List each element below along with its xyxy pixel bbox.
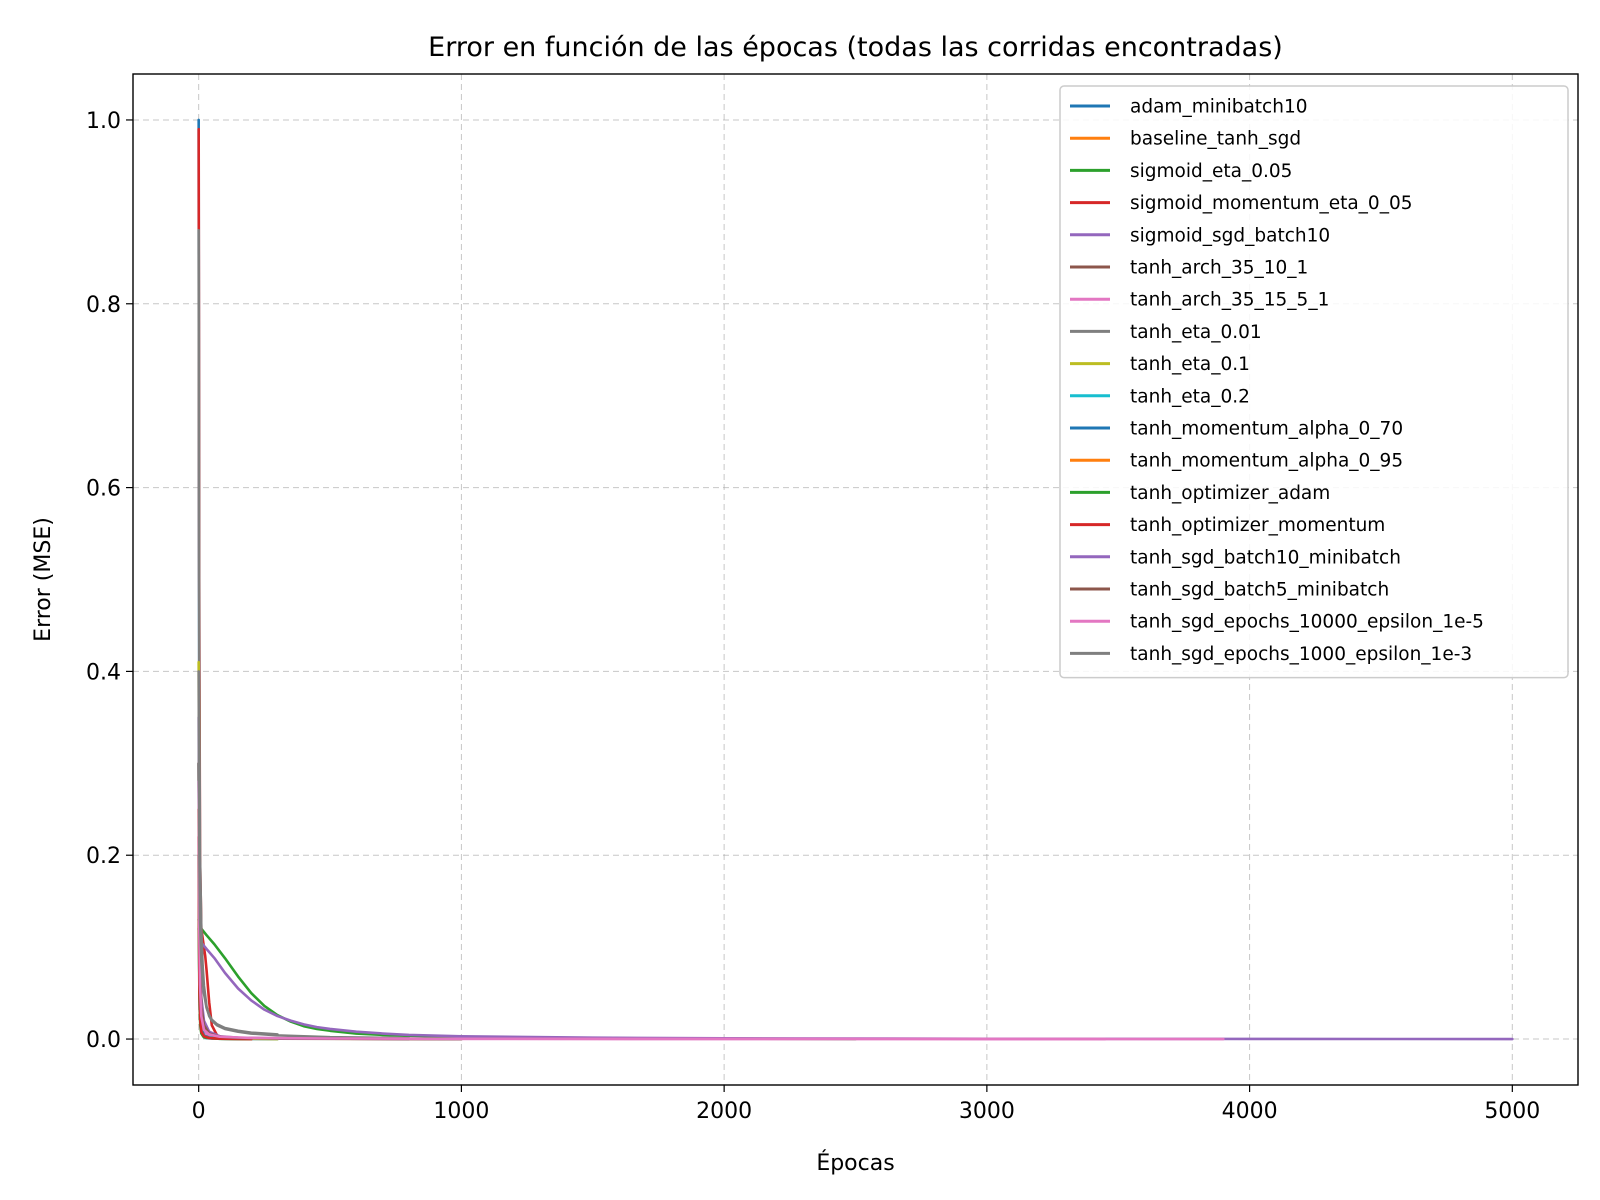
- legend-label: tanh_sgd_batch5_minibatch: [1130, 580, 1389, 601]
- legend-label: tanh_eta_0.1: [1130, 354, 1250, 375]
- series-line-tanh-sgd-epochs-1000-epsilon-1e-3: [197, 670, 279, 1036]
- series-line-tanh-arch-35-15-5-1: [197, 762, 1225, 1041]
- legend-label: sigmoid_eta_0.05: [1130, 161, 1292, 182]
- x-tick-label: 3000: [959, 1099, 1015, 1124]
- series-line-adam-minibatch10: [197, 118, 279, 1041]
- y-axis-label: Error (MSE): [31, 517, 56, 642]
- y-tick-label: 0.2: [86, 844, 121, 869]
- legend-label: tanh_sgd_batch10_minibatch: [1130, 547, 1401, 568]
- series-line-tanh-arch-35-10-1: [197, 807, 411, 1041]
- x-tick-label: 1000: [433, 1099, 489, 1124]
- legend-box: [1059, 85, 1569, 679]
- legend-label: sigmoid_momentum_eta_0_05: [1130, 193, 1413, 214]
- plot-frame: [132, 73, 1579, 1086]
- tick-layer: 0 1000 2000 3000 4000 5000 0.0 0.2 0.4 0.6 0.8 1.0: [86, 109, 1540, 1124]
- series-line-sigmoid-sgd-batch10: [197, 927, 1514, 1041]
- legend-label: tanh_arch_35_10_1: [1130, 258, 1308, 279]
- y-tick-label: 0.6: [86, 477, 121, 502]
- legend-label: tanh_sgd_epochs_1000_epsilon_1e-3: [1130, 644, 1472, 665]
- chart-title: Error en función de las épocas (todas la…: [428, 32, 1283, 63]
- legend-label: adam_minibatch10: [1130, 97, 1307, 118]
- series-line-sigmoid-momentum-eta-0-05: [197, 127, 253, 1041]
- y-tick-label: 1.0: [86, 109, 121, 134]
- y-tick-label: 0.4: [86, 660, 121, 685]
- legend-label: baseline_tanh_sgd: [1130, 129, 1301, 150]
- legend-label: tanh_eta_0.01: [1130, 322, 1262, 343]
- series-line-tanh-eta-0-01: [197, 228, 411, 1040]
- legend-label: tanh_optimizer_adam: [1130, 483, 1330, 504]
- y-tick-label: 0.8: [86, 293, 121, 318]
- series-line-tanh-sgd-batch5-minibatch: [197, 762, 463, 1041]
- legend-label: tanh_momentum_alpha_0_70: [1130, 419, 1403, 440]
- x-tick-label: 0: [192, 1099, 206, 1124]
- legend-label: tanh_sgd_epochs_10000_epsilon_1e-5: [1130, 612, 1484, 633]
- legend: adam_minibatch10 baseline_tanh_sgdsigmoid…: [1059, 85, 1569, 679]
- legend-label: tanh_momentum_alpha_0_95: [1130, 451, 1403, 472]
- x-tick-label: 4000: [1222, 1099, 1278, 1124]
- series-line-tanh-sgd-batch10-minibatch: [197, 716, 463, 1041]
- series-layer: [197, 118, 1514, 1041]
- series-line-tanh-sgd-epochs-10000-epsilon-1e-5: [197, 780, 1107, 1041]
- legend-label: sigmoid_sgd_batch10: [1130, 225, 1330, 246]
- x-tick-label: 2000: [696, 1099, 752, 1124]
- legend-label: tanh_optimizer_momentum: [1130, 515, 1385, 536]
- x-tick-label: 5000: [1484, 1099, 1540, 1124]
- series-line-baseline-tanh-sgd: [197, 762, 463, 1041]
- legend-label: tanh_arch_35_15_5_1: [1130, 290, 1329, 311]
- x-axis-label: Épocas: [816, 1150, 894, 1176]
- series-line-tanh-eta-0-1: [197, 660, 279, 1041]
- legend-label: tanh_eta_0.2: [1130, 386, 1250, 407]
- series-line-sigmoid-eta-0-05: [197, 918, 857, 1041]
- y-tick-label: 0.0: [86, 1028, 121, 1053]
